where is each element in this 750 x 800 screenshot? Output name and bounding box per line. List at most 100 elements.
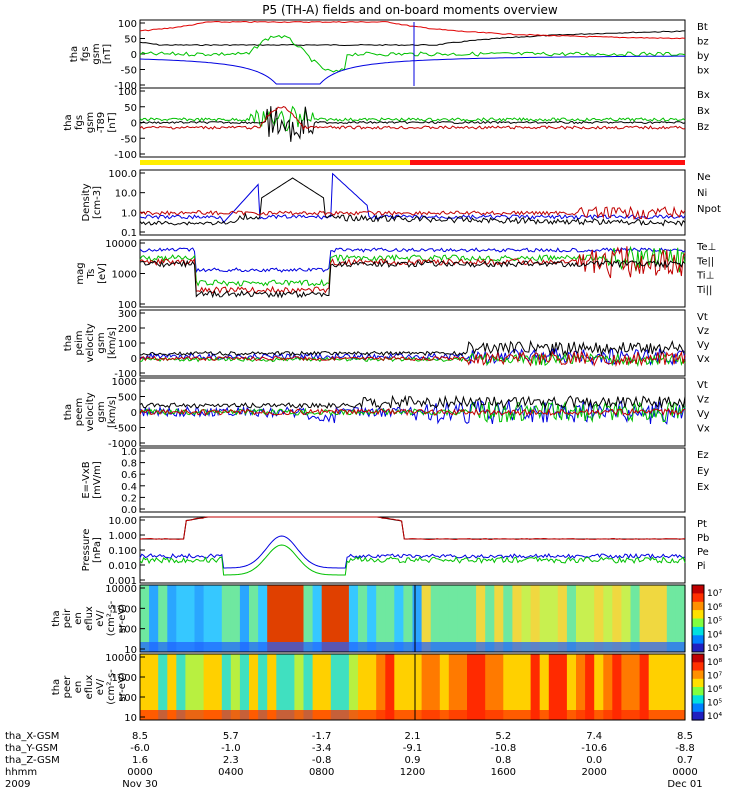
spectrogram-column: [612, 654, 622, 720]
colorbar-segment: [692, 687, 704, 696]
colorbar-tick-label: 10⁵: [707, 699, 722, 709]
colorbar-segment: [692, 711, 704, 721]
series-line-pe: [139, 544, 686, 576]
series-line-vt: [139, 394, 686, 410]
series-line-ne: [139, 205, 686, 221]
spectrogram-column: [303, 585, 314, 652]
x-axis-tick-z: 0.7: [677, 755, 693, 766]
spectrogram-column: [385, 654, 395, 720]
y-tick-label: 0.0: [121, 505, 137, 516]
legend-entry: Bz: [697, 122, 709, 133]
spectrogram-column: [648, 585, 659, 652]
x-axis-tick-y: -10.8: [490, 743, 516, 754]
spectrogram-column: [421, 654, 432, 720]
x-axis-tick-date: Dec 01: [667, 779, 702, 790]
spectrogram-column: [566, 654, 577, 720]
y-axis-label-line: (cm²-s-: [106, 600, 117, 636]
spectrogram-column: [176, 585, 186, 652]
y-tick-label: -1000: [108, 439, 137, 450]
spectrogram-column: [203, 654, 214, 720]
y-axis-label-line: gsm: [96, 401, 107, 422]
spectrogram-column: [421, 585, 432, 652]
y-axis-label-line: peem: [74, 398, 85, 426]
y-axis-label-line: fgs: [74, 115, 85, 130]
spectrogram-column: [430, 654, 441, 720]
legend-entry: Vz: [697, 395, 709, 406]
spectrogram-low-energy-band: [140, 710, 685, 720]
panel-fgs: 100 50 0 -50 -100 tha fgs gsm [nT] Bt bz by bx: [69, 19, 709, 92]
spectrogram-column: [149, 585, 159, 652]
y-tick-label: 0: [131, 354, 137, 365]
y-axis-label-line: sr-eV): [117, 604, 128, 633]
spectrogram-column: [621, 585, 632, 652]
colorbar-tick-label: 10⁶: [707, 603, 722, 613]
x-axis-row-label: tha_Z-GSM: [5, 755, 60, 766]
spectrogram-column: [376, 585, 386, 652]
panel-peim-velocity: 300 200 100 0 -100 tha peim velocity gsm [km/s] Vt…: [63, 309, 710, 380]
colorbar-segment: [692, 654, 704, 663]
x-axis-tick-hhmm: 2000: [581, 767, 606, 778]
spectrogram-column: [585, 654, 595, 720]
spectrogram-column: [630, 654, 641, 720]
y-axis-label-line: -T89: [96, 112, 107, 134]
x-axis-tick-date: Nov 30: [122, 779, 157, 790]
spectrogram-column: [403, 654, 414, 720]
spectrogram-column: [212, 654, 223, 720]
spectrogram-column: [530, 585, 541, 652]
y-tick-label: 0.8: [121, 459, 137, 470]
series-line-ti-perp: [139, 247, 686, 274]
spectrogram-column: [358, 585, 368, 652]
panel-fgs-t89: 100 50 0 -50 -100 tha fgs gsm -T89 [nT] Bx Bx Bz: [63, 87, 710, 165]
y-axis-label-line: [mV/m]: [92, 461, 103, 499]
spectrogram-column: [385, 585, 395, 652]
x-axis-tick-x: -1.7: [312, 731, 332, 742]
x-axis-tick-z: -0.8: [312, 755, 332, 766]
series-line-bx: [139, 55, 685, 85]
spectrogram-column: [339, 585, 350, 652]
x-axis-tick-x: 8.5: [677, 731, 693, 742]
colorbar-segment: [692, 610, 704, 619]
y-tick-label: 500: [118, 393, 137, 404]
spectrogram-column: [285, 585, 295, 652]
spectrogram-column: [530, 654, 541, 720]
spectrogram-column: [394, 654, 404, 720]
y-tick-label: 0: [131, 119, 137, 130]
y-axis-label-line: Ts: [86, 269, 97, 280]
x-axis-tick-y: -8.8: [675, 743, 695, 754]
panel-density: 100.0 10.0 1.0 0.1 Density [cm-3] Ne Ni Npot: [81, 169, 721, 239]
spectrogram-column: [566, 585, 577, 652]
series-line-pb: [139, 516, 686, 541]
spectrogram-column: [149, 654, 159, 720]
panel-frame: [139, 447, 686, 513]
y-axis-label-line: peim: [74, 330, 85, 355]
y-tick-label: 0.010: [108, 561, 137, 572]
spectrogram-column: [448, 585, 459, 652]
spectrogram-column: [140, 585, 150, 652]
x-axis-tick-x: 5.2: [495, 731, 511, 742]
y-axis-label-line: velocity: [85, 392, 96, 431]
colorbar-segment: [692, 593, 704, 603]
spectrogram-column: [239, 654, 250, 720]
y-tick-label: 0.1: [121, 228, 137, 239]
colorbar-frame: [691, 653, 705, 721]
spectrogram-column: [303, 654, 314, 720]
spectrogram-column: [285, 654, 295, 720]
colorbar-tick-label: 10⁴: [707, 630, 722, 640]
y-axis-label-line: gsm: [91, 43, 102, 64]
chart-title: P5 (TH-A) fields and on-board moments ov…: [262, 3, 558, 17]
spectrogram-column: [648, 654, 659, 720]
y-tick-label: 0: [131, 408, 137, 419]
legend-entry: bx: [697, 66, 709, 77]
legend-entry: Vt: [697, 380, 708, 391]
legend-entry: Ni: [697, 188, 707, 199]
spectrogram-column: [249, 654, 259, 720]
legend-entry: Ez: [697, 450, 709, 461]
y-tick-label: 10000: [105, 584, 137, 595]
y-tick-label: 1000: [112, 377, 137, 388]
spectrogram-column: [512, 654, 523, 720]
spectrogram-column: [521, 585, 532, 652]
legend-entry: Pb: [697, 533, 709, 544]
spectrogram-column: [394, 585, 404, 652]
colorbar-segment: [692, 670, 704, 680]
spectrogram-column: [312, 585, 323, 652]
